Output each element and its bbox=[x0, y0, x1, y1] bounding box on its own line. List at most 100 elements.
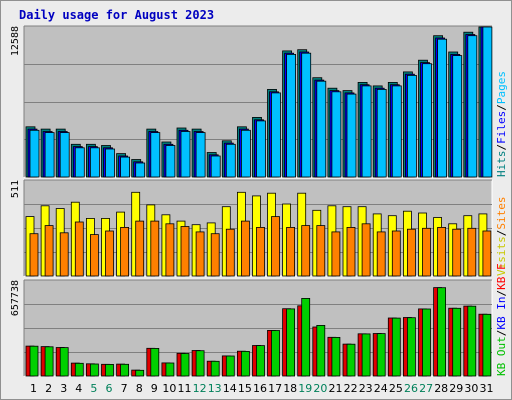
legend-entry: Files bbox=[495, 111, 508, 144]
bar-kb-out-day-3 bbox=[59, 347, 69, 377]
bar-kb-out-day-12 bbox=[195, 350, 205, 377]
day-label-7: 7 bbox=[121, 382, 128, 395]
bar-sites-day-24 bbox=[376, 231, 386, 277]
bar-kb-out-day-2 bbox=[44, 346, 54, 377]
bar-pages-day-11 bbox=[180, 131, 191, 178]
bar-kb-out-day-13 bbox=[210, 360, 220, 377]
day-label-11: 11 bbox=[178, 382, 192, 395]
bar-kb-out-day-17 bbox=[271, 330, 280, 377]
bar-pages-day-26 bbox=[406, 75, 417, 178]
bar-sites-day-26 bbox=[406, 228, 416, 277]
bar-pages-day-13 bbox=[210, 155, 221, 178]
bar-pages-day-17 bbox=[271, 92, 281, 178]
bar-sites-day-19 bbox=[301, 225, 311, 277]
day-label-23: 23 bbox=[359, 382, 373, 395]
bar-sites-day-27 bbox=[422, 227, 431, 277]
bar-kb-out-day-25 bbox=[391, 317, 401, 377]
bar-sites-day-7 bbox=[120, 226, 129, 277]
bar-sites-day-14 bbox=[225, 228, 235, 277]
bar-pages-day-1 bbox=[29, 129, 40, 178]
day-label-31: 31 bbox=[480, 382, 494, 395]
bar-pages-day-18 bbox=[286, 54, 297, 178]
day-label-9: 9 bbox=[151, 382, 158, 395]
bar-kb-out-day-26 bbox=[406, 317, 416, 377]
bar-pages-day-2 bbox=[44, 132, 55, 178]
day-label-27: 27 bbox=[419, 382, 433, 395]
day-label-17: 17 bbox=[268, 382, 282, 395]
legend-entry: Sites bbox=[495, 197, 508, 230]
bar-sites-day-29 bbox=[452, 228, 462, 277]
legend-entry: Visits bbox=[495, 236, 508, 276]
bar-kb-out-day-16 bbox=[256, 345, 265, 377]
bar-kb-out-day-11 bbox=[180, 353, 190, 377]
day-label-2: 2 bbox=[45, 382, 52, 395]
bar-sites-day-23 bbox=[361, 223, 371, 277]
day-label-1: 1 bbox=[30, 382, 37, 395]
bar-kb-out-day-6 bbox=[105, 363, 114, 377]
day-label-22: 22 bbox=[344, 382, 358, 395]
bar-kb-out-day-7 bbox=[120, 363, 129, 377]
bar-kb-out-day-15 bbox=[240, 350, 250, 377]
bar-kb-out-day-18 bbox=[286, 308, 296, 377]
bar-pages-day-28 bbox=[437, 38, 448, 178]
day-label-6: 6 bbox=[106, 382, 113, 395]
bar-pages-day-30 bbox=[467, 35, 478, 178]
bar-kb-out-day-9 bbox=[150, 347, 160, 377]
day-label-28: 28 bbox=[434, 382, 448, 395]
bar-pages-day-25 bbox=[391, 85, 402, 178]
day-label-25: 25 bbox=[389, 382, 403, 395]
bar-sites-day-31 bbox=[482, 230, 492, 277]
day-label-12: 12 bbox=[193, 382, 207, 395]
day-label-10: 10 bbox=[162, 382, 176, 395]
day-label-3: 3 bbox=[60, 382, 67, 395]
bar-pages-day-29 bbox=[452, 55, 463, 178]
bar-kb-out-day-24 bbox=[376, 333, 386, 377]
bar-pages-day-22 bbox=[346, 93, 357, 178]
bar-sites-day-22 bbox=[346, 226, 356, 277]
bar-kb-out-day-21 bbox=[331, 336, 341, 377]
bar-kb-out-day-5 bbox=[90, 363, 99, 377]
bar-sites-day-20 bbox=[316, 225, 326, 277]
bar-pages-day-5 bbox=[90, 147, 100, 178]
bar-pages-day-31 bbox=[482, 26, 493, 178]
bar-sites-day-3 bbox=[59, 232, 69, 277]
legend-entry: Hits bbox=[495, 151, 508, 178]
legend-entry: / bbox=[495, 230, 508, 237]
bar-sites-day-28 bbox=[437, 226, 447, 277]
day-label-20: 20 bbox=[313, 382, 327, 395]
legend-entry: KB Out bbox=[495, 336, 508, 376]
day-label-15: 15 bbox=[238, 382, 252, 395]
day-label-24: 24 bbox=[374, 382, 388, 395]
day-label-26: 26 bbox=[404, 382, 418, 395]
bar-kb-out-day-22 bbox=[346, 343, 356, 377]
day-label-5: 5 bbox=[90, 382, 97, 395]
bar-pages-day-12 bbox=[195, 132, 206, 178]
day-label-8: 8 bbox=[136, 382, 143, 395]
bar-kb-out-day-27 bbox=[422, 308, 431, 377]
legend-entry: / bbox=[495, 330, 508, 337]
bar-pages-day-8 bbox=[135, 162, 146, 178]
bar-kb-out-day-20 bbox=[316, 324, 326, 377]
bar-sites-day-13 bbox=[210, 233, 220, 277]
bar-kb-out-day-8 bbox=[135, 369, 145, 377]
bar-sites-day-12 bbox=[195, 231, 205, 277]
legend-entry: / bbox=[495, 290, 508, 297]
legend-entry: / bbox=[495, 144, 508, 151]
bar-pages-day-20 bbox=[316, 80, 327, 178]
bar-pages-day-10 bbox=[165, 145, 176, 178]
panel-legend: Hits/Files/Pages bbox=[495, 71, 508, 177]
bar-pages-day-19 bbox=[301, 52, 312, 178]
bar-sites-day-21 bbox=[331, 231, 341, 277]
bar-sites-day-11 bbox=[180, 226, 190, 277]
panel-legend: Visits/Sites bbox=[495, 197, 508, 277]
bar-pages-day-7 bbox=[120, 156, 130, 178]
bar-pages-day-21 bbox=[331, 91, 342, 178]
y-max-label: 657738 bbox=[10, 280, 21, 316]
bar-kb-out-day-29 bbox=[452, 307, 462, 377]
bar-kb-out-day-14 bbox=[225, 355, 235, 377]
bar-sites-day-2 bbox=[44, 225, 54, 277]
